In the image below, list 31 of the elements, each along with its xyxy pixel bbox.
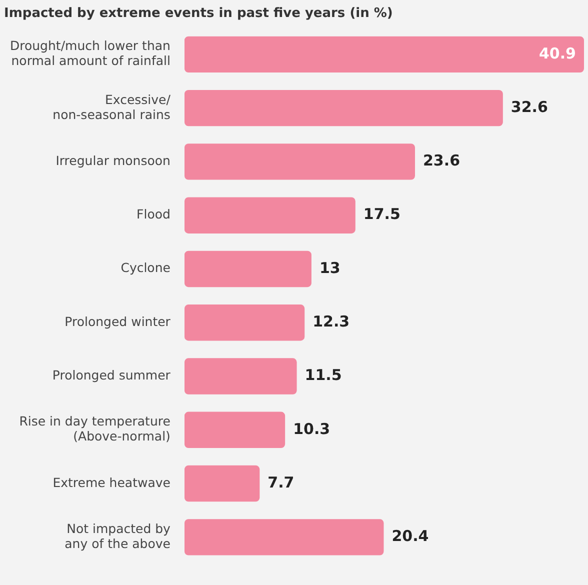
data-label: 20.4 bbox=[392, 527, 429, 546]
y-tick-label: Prolonged winter bbox=[64, 314, 172, 329]
bar bbox=[184, 412, 286, 448]
bar bbox=[184, 465, 260, 502]
bar bbox=[184, 36, 584, 73]
bar bbox=[184, 358, 297, 394]
data-label: 7.7 bbox=[268, 473, 294, 492]
y-tick-label: Drought/much lower than normal amount of rainfall bbox=[10, 38, 170, 68]
y-tick-label: Irregular monsoon bbox=[56, 152, 170, 168]
data-label: 10.3 bbox=[293, 420, 330, 438]
data-label: 12.3 bbox=[312, 312, 350, 331]
bar bbox=[184, 304, 305, 341]
bar bbox=[184, 197, 356, 234]
data-label: 11.5 bbox=[304, 366, 342, 384]
bar bbox=[184, 90, 503, 126]
data-label: 40.9 bbox=[538, 44, 576, 62]
bar bbox=[184, 519, 384, 556]
y-tick-label: Excessive/ non-seasonal rains bbox=[52, 92, 172, 122]
data-label: 17.5 bbox=[363, 205, 400, 224]
y-tick-label: Flood bbox=[136, 206, 170, 222]
data-label: 23.6 bbox=[422, 152, 460, 170]
bar bbox=[184, 250, 312, 288]
y-tick-label: Prolonged summer bbox=[52, 368, 172, 383]
y-tick-label: Rise in day temperature (Above-normal) bbox=[19, 414, 171, 444]
y-tick-label: Not impacted by any of the above bbox=[64, 520, 172, 551]
data-label: 32.6 bbox=[510, 98, 548, 116]
data-label: 13 bbox=[319, 258, 340, 277]
bar bbox=[184, 144, 415, 180]
y-tick-label: Extreme heatwave bbox=[52, 474, 171, 490]
y-tick-label: Cyclone bbox=[120, 260, 171, 276]
chart-title: Impacted by extreme events in past five years (in %) bbox=[4, 6, 393, 22]
